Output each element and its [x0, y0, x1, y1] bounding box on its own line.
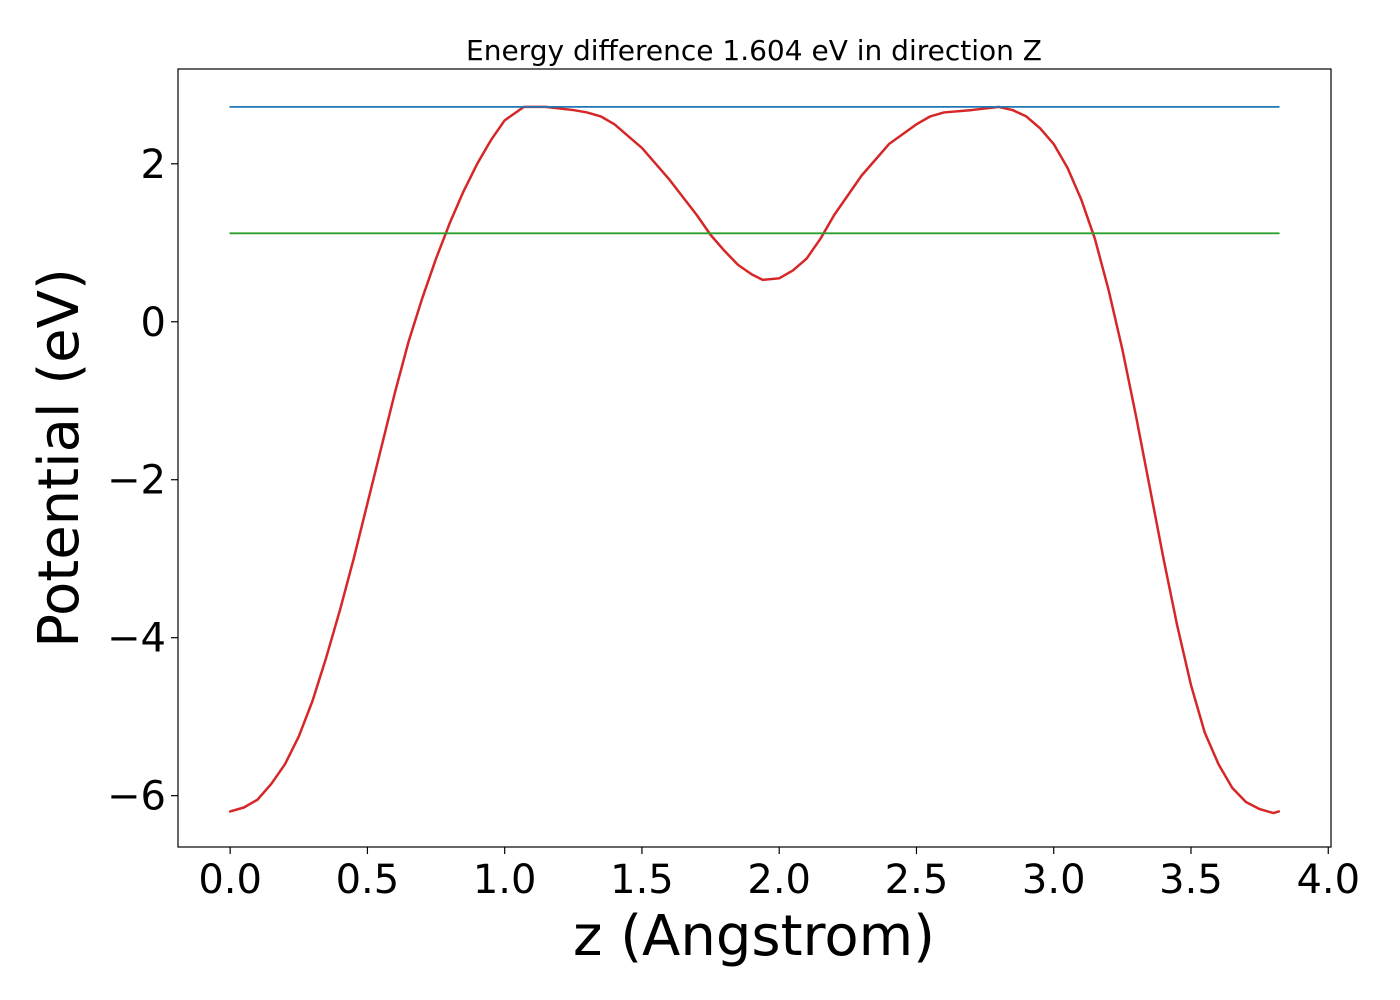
x-axis-ticks: 0.0 0.5 1.0 1.5 2.0 2.5 3.0 3.5 4.0	[198, 847, 1360, 903]
chart-title: Energy difference 1.604 eV in direction …	[466, 34, 1042, 67]
x-tick-label: 1.5	[610, 857, 674, 903]
x-tick-label: 0.0	[198, 857, 262, 903]
y-tick-label: −2	[107, 458, 166, 504]
y-axis-ticks: −6 −4 −2 0 2	[107, 142, 178, 820]
y-tick-label: 0	[141, 300, 166, 346]
x-tick-label: 0.5	[336, 857, 400, 903]
x-tick-label: 2.5	[885, 857, 949, 903]
x-tick-label: 1.0	[473, 857, 537, 903]
y-tick-label: −6	[107, 774, 166, 820]
y-tick-label: 2	[141, 142, 166, 188]
x-tick-label: 3.5	[1159, 857, 1223, 903]
x-tick-label: 2.0	[747, 857, 811, 903]
x-tick-label: 4.0	[1296, 857, 1360, 903]
y-tick-label: −4	[107, 616, 166, 662]
y-axis-label: Potential (eV)	[27, 268, 92, 648]
x-axis-label: z (Angstrom)	[573, 904, 935, 969]
series-line-0	[228, 105, 1281, 815]
x-tick-label: 3.0	[1022, 857, 1086, 903]
plot-area-frame	[177, 68, 1332, 848]
series-layer	[228, 105, 1281, 815]
